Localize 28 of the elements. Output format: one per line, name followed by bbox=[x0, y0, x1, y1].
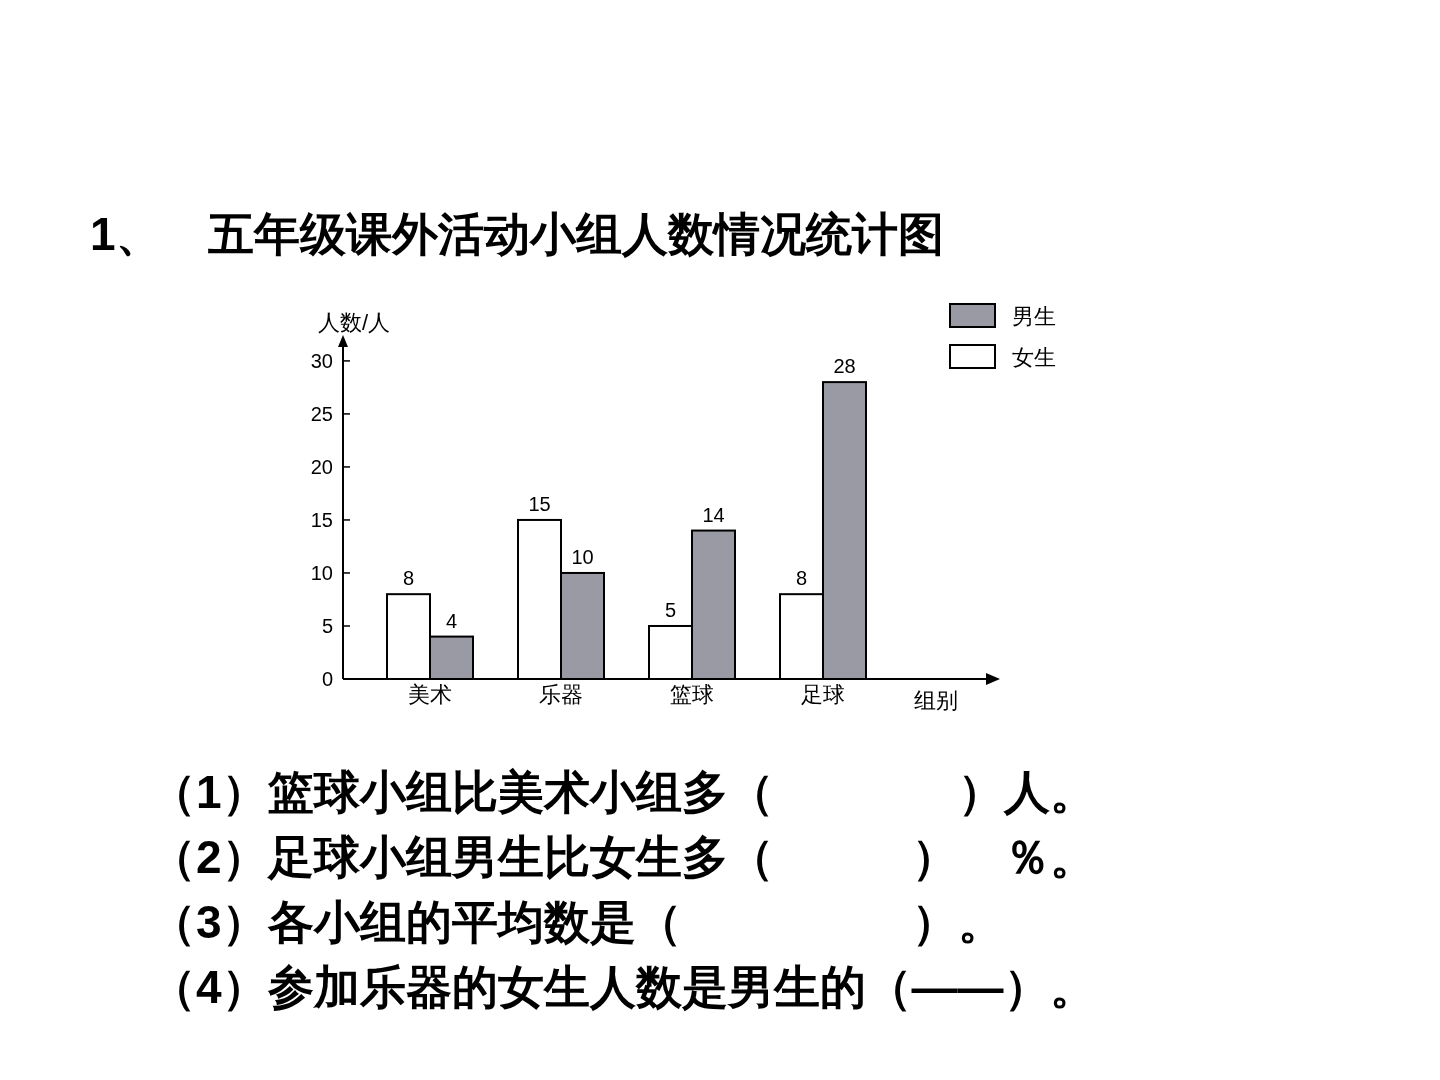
x-tick-label: 足球 bbox=[801, 682, 845, 707]
x-tick-label: 美术 bbox=[408, 682, 452, 707]
x-tick-label: 篮球 bbox=[670, 682, 714, 707]
data-label: 5 bbox=[664, 598, 677, 621]
y-tick-label: 5 bbox=[321, 614, 333, 637]
y-tick-label: 0 bbox=[321, 668, 333, 690]
text: （1）篮球小组比美术小组多（ ）人。 bbox=[150, 766, 1096, 818]
legend-label: 女生 bbox=[1012, 345, 1056, 370]
chart-title: 1、 五年级课外活动小组人数情况统计图 bbox=[90, 208, 944, 260]
text: （2）足球小组男生比女生多（ ） ％。 bbox=[150, 831, 1096, 883]
data-label: 4 bbox=[445, 609, 458, 632]
text: （4）参加乐器的女生人数是男生的（——）。 bbox=[150, 961, 1096, 1013]
x-tick-label: 乐器 bbox=[539, 682, 583, 707]
y-tick-label: 30 bbox=[310, 349, 333, 372]
data-label: 15 bbox=[528, 492, 551, 515]
y-tick-label: 10 bbox=[310, 561, 333, 584]
data-label: 8 bbox=[402, 567, 415, 590]
legend-label: 男生 bbox=[1012, 304, 1056, 329]
text: （3）各小组的平均数是（ ）。 bbox=[150, 896, 1004, 948]
y-axis-title: 人数/人 bbox=[318, 310, 391, 335]
data-label: 28 bbox=[833, 355, 856, 378]
data-label: 10 bbox=[571, 545, 594, 568]
y-tick-label: 20 bbox=[310, 455, 333, 478]
data-label: 14 bbox=[702, 503, 725, 526]
data-label: 8 bbox=[795, 567, 808, 590]
y-tick-label: 15 bbox=[310, 508, 333, 531]
x-axis-title: 组别 bbox=[914, 688, 958, 713]
y-tick-label: 25 bbox=[310, 402, 333, 425]
